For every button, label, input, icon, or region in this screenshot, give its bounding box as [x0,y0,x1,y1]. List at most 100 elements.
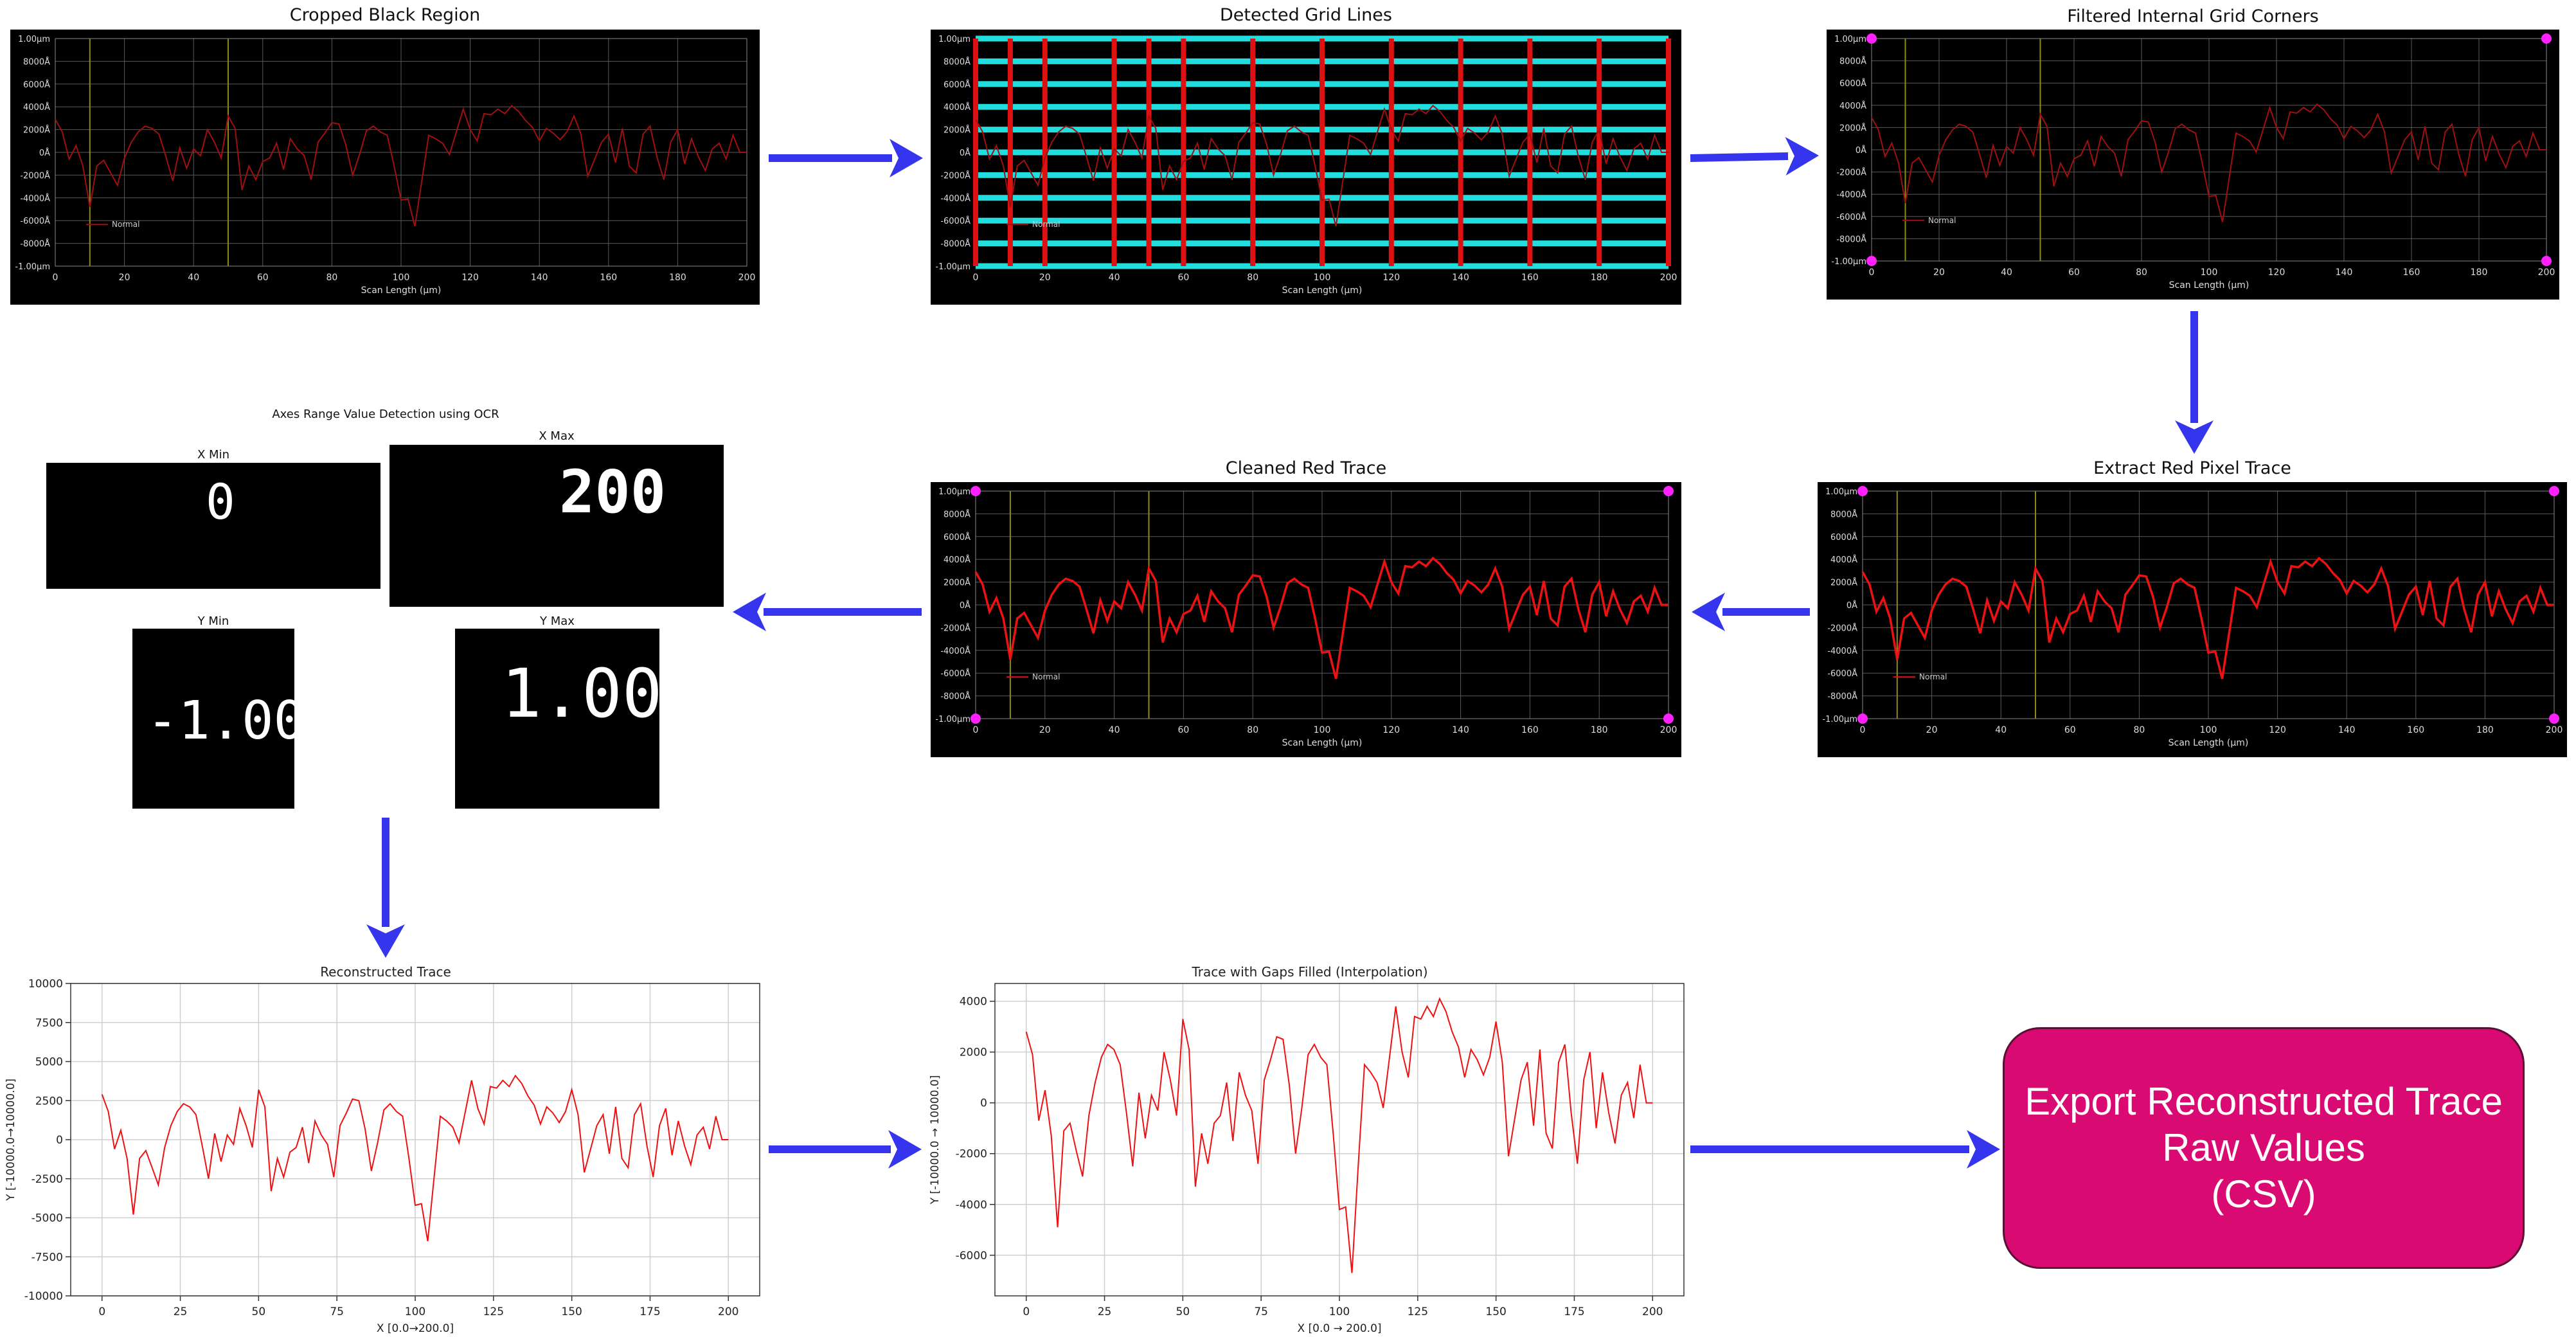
y-tick-label: -8000Å [20,239,50,249]
x-axis-label: Scan Length (μm) [361,285,442,296]
x-tick-label: 60 [257,273,269,283]
trace-line [1861,556,2554,679]
ocr-ymin-label: Y Min [197,615,229,628]
arrow-head [2175,420,2214,454]
x-tick-label: 200 [738,273,756,283]
x-tick-label: 160 [1521,273,1539,283]
y-tick-label: 8000Å [1839,57,1866,67]
y-tick-label: 4000 [960,996,987,1009]
x-tick-label: 40 [2001,267,2012,278]
x-tick-label: 60 [2068,267,2080,278]
grid-corner-dot [970,486,981,496]
y-tick-label: 0Å [39,148,50,158]
export-csv-box: Export Reconstructed Trace Raw Values (C… [2003,1027,2525,1269]
x-tick-label: 80 [2136,267,2147,278]
y-tick-label: 7500 [35,1017,63,1030]
x-axis-label: Scan Length (μm) [1282,285,1363,296]
arrow-corners-to-extract [2175,311,2214,454]
x-tick-label: 140 [1452,273,1469,283]
trace-line [55,105,747,227]
y-tick-label: -2000Å [940,623,970,633]
x-tick-label: 160 [1521,725,1539,735]
ocr-xmax-value: 200 [559,458,666,526]
y-tick-label: -6000 [956,1250,987,1262]
y-tick-label: 1.00μm [1825,487,1857,497]
x-tick-label: 40 [1109,725,1120,735]
x-tick-label: 180 [669,273,686,283]
y-tick-label: 2000Å [1839,123,1866,133]
grid-corner-dot [1857,713,1868,724]
plot-frame [70,983,760,1297]
trace-line [1871,103,2546,222]
x-tick-label: 120 [2269,725,2286,735]
y-tick-label: 4000Å [1839,101,1866,111]
arrow-head [1692,593,1725,631]
x-tick-label: 20 [1926,725,1938,735]
y-tick-label: -1.00μm [15,262,50,272]
x-tick-label: 50 [1176,1306,1190,1318]
y-tick-label: 6000Å [1839,78,1866,89]
x-tick-label: 100 [393,273,410,283]
x-tick-label: 0 [973,273,979,283]
y-tick-label: 1.00μm [1834,35,1866,44]
x-tick-label: 75 [1254,1306,1268,1318]
y-tick-label: -4000Å [940,646,970,656]
x-tick-label: 75 [330,1306,344,1318]
ocr-section-title: Axes Range Value Detection using OCR [272,408,499,421]
x-tick-label: 80 [2133,725,2145,735]
x-tick-label: 50 [252,1306,266,1318]
ocr-xmin-label: X Min [197,448,229,462]
y-tick-label: 4000Å [1830,555,1857,565]
plot-background [931,30,1681,305]
x-tick-label: 200 [1660,725,1677,735]
extract-title: Extract Red Pixel Trace [2093,458,2291,478]
y-tick-label: -5000 [31,1212,63,1225]
y-tick-label: 5000 [35,1056,63,1069]
y-tick-label: -2000Å [940,170,970,181]
y-tick-label: 1.00μm [18,35,50,44]
filled-title: Trace with Gaps Filled (Interpolation) [1192,964,1428,980]
x-axis-label: Scan Length (μm) [2169,738,2249,748]
export-line-2: Raw Values [2162,1126,2365,1169]
y-tick-label: 6000Å [944,532,970,543]
y-tick-label: -2000 [956,1148,987,1161]
plot-background [1818,482,2567,757]
y-tick-label: 8000Å [1830,509,1857,519]
x-tick-label: 25 [174,1306,188,1318]
x-tick-label: 0 [1023,1306,1030,1318]
ocr-ymin-value: -1.00μ [147,690,294,751]
x-tick-label: 0 [53,273,58,283]
arrow-head [366,924,405,958]
x-tick-label: 0 [1860,725,1866,735]
x-axis-label: X [0.0→200.0] [377,1322,454,1335]
x-tick-label: 120 [461,273,479,283]
x-tick-label: 60 [1177,725,1189,735]
cropped-black-region-plot: 0 20 40 60 80 100 120 140 160 180 200 1.00μm 8000Å 60… [10,30,760,305]
y-tick-label: -4000Å [940,193,970,204]
y-tick-label: 4000Å [944,555,970,565]
y-tick-label: -8000Å [1827,692,1857,702]
ocr-ymin-crop: -1.00μ [132,629,294,809]
detected-grid-lines-plot: 0 20 40 60 80 100 120 140 160 180 200 1.00μm 8000Å 60… [931,30,1681,305]
y-tick-label: 2000Å [1830,578,1857,588]
plot-background [10,30,760,305]
y-tick-label: 6000Å [1830,532,1857,543]
y-tick-label: 2000Å [944,578,970,588]
y-tick-label: 0Å [1856,145,1866,156]
y-tick-label: 8000Å [944,509,970,519]
x-tick-label: 60 [1177,273,1189,283]
x-tick-label: 0 [973,725,979,735]
grid-corner-dot [1663,486,1674,496]
y-tick-label: -6000Å [20,216,50,226]
x-tick-label: 100 [405,1306,425,1318]
ocr-ymax-value: 1.00μ [501,654,659,733]
x-tick-label: 125 [483,1306,504,1318]
legend-label: Normal [1032,672,1060,681]
y-tick-label: 1.00μm [938,35,970,44]
arrow-head [890,139,923,177]
arrow-grid-to-corners [1690,137,1819,176]
trace-line [974,556,1668,679]
plot-background [931,482,1681,757]
arrow-cleaned-to-ocr [733,593,922,631]
